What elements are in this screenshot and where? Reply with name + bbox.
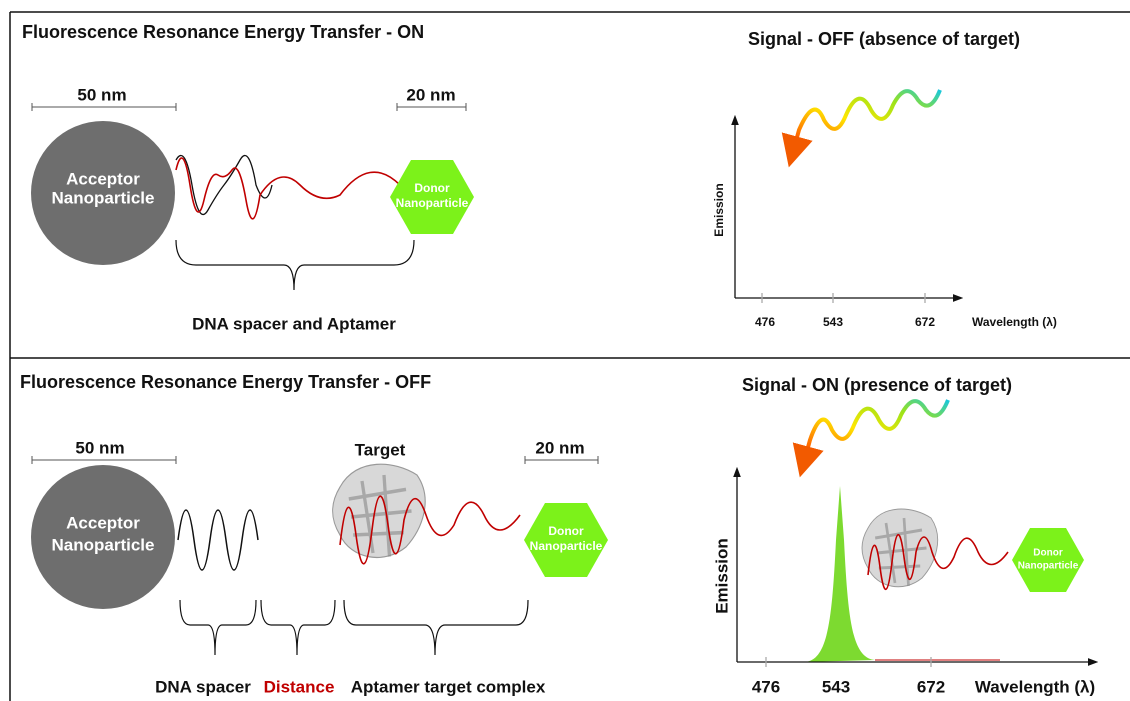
frame — [9, 11, 1130, 701]
signal-title: Signal - OFF (absence of target) — [748, 29, 1020, 49]
brace-label: Distance — [264, 677, 335, 696]
excitation-wave — [792, 399, 950, 478]
aptamer — [339, 495, 521, 565]
emission-peak — [805, 486, 875, 662]
x-axis-label: Wavelength (λ) — [975, 677, 1095, 696]
dimension — [396, 103, 467, 111]
donor — [1012, 528, 1084, 592]
size-label: 50 nm — [75, 438, 124, 457]
donor — [524, 503, 608, 577]
acceptor-label: Acceptor — [66, 169, 140, 188]
brace-label: DNA spacer — [155, 677, 251, 696]
donor — [390, 160, 474, 234]
brace-label: Aptamer target complex — [351, 677, 546, 696]
donor-label: Donor — [548, 524, 584, 538]
panel-title: Fluorescence Resonance Energy Transfer -… — [20, 372, 431, 392]
acceptor-label: Nanoparticle — [52, 535, 155, 554]
x-tick-label: 543 — [823, 315, 843, 329]
size-label: 20 nm — [535, 438, 584, 457]
donor-label: Nanoparticle — [396, 196, 469, 210]
panel-title: Fluorescence Resonance Energy Transfer -… — [22, 22, 424, 42]
acceptor-label: Acceptor — [66, 513, 140, 532]
aptamer — [175, 157, 436, 220]
excitation-wave — [781, 89, 942, 168]
brace-label: DNA spacer and Aptamer — [192, 314, 396, 333]
braces — [179, 599, 529, 656]
x-tick-label: 476 — [755, 315, 775, 329]
x-tick-label: 672 — [917, 677, 945, 696]
x-tick-label: 476 — [752, 677, 780, 696]
donor-label: Nanoparticle — [1018, 561, 1079, 572]
axes — [733, 466, 1099, 667]
donor-label: Donor — [414, 181, 450, 195]
x-tick-label: 543 — [822, 677, 850, 696]
size-label: 20 nm — [406, 85, 455, 104]
y-axis-label: Emission — [712, 538, 731, 614]
donor-label: Nanoparticle — [530, 539, 603, 553]
x-axis-label: Wavelength (λ) — [972, 315, 1057, 329]
dna-spacer — [177, 509, 259, 571]
dna-strand — [175, 154, 273, 216]
acceptor-label: Nanoparticle — [52, 188, 155, 207]
signal-title: Signal - ON (presence of target) — [742, 375, 1012, 395]
axes — [731, 114, 964, 303]
dimension — [31, 456, 177, 464]
y-axis-label: Emission — [712, 183, 726, 236]
target-label: Target — [355, 440, 406, 459]
acceptor — [31, 121, 175, 265]
dimension — [524, 456, 599, 464]
brace — [175, 239, 415, 291]
donor-label: Donor — [1033, 548, 1063, 559]
acceptor — [31, 465, 175, 609]
aptamer — [867, 533, 1009, 591]
x-tick-label: 672 — [915, 315, 935, 329]
dimension — [31, 103, 177, 111]
size-label: 50 nm — [77, 85, 126, 104]
